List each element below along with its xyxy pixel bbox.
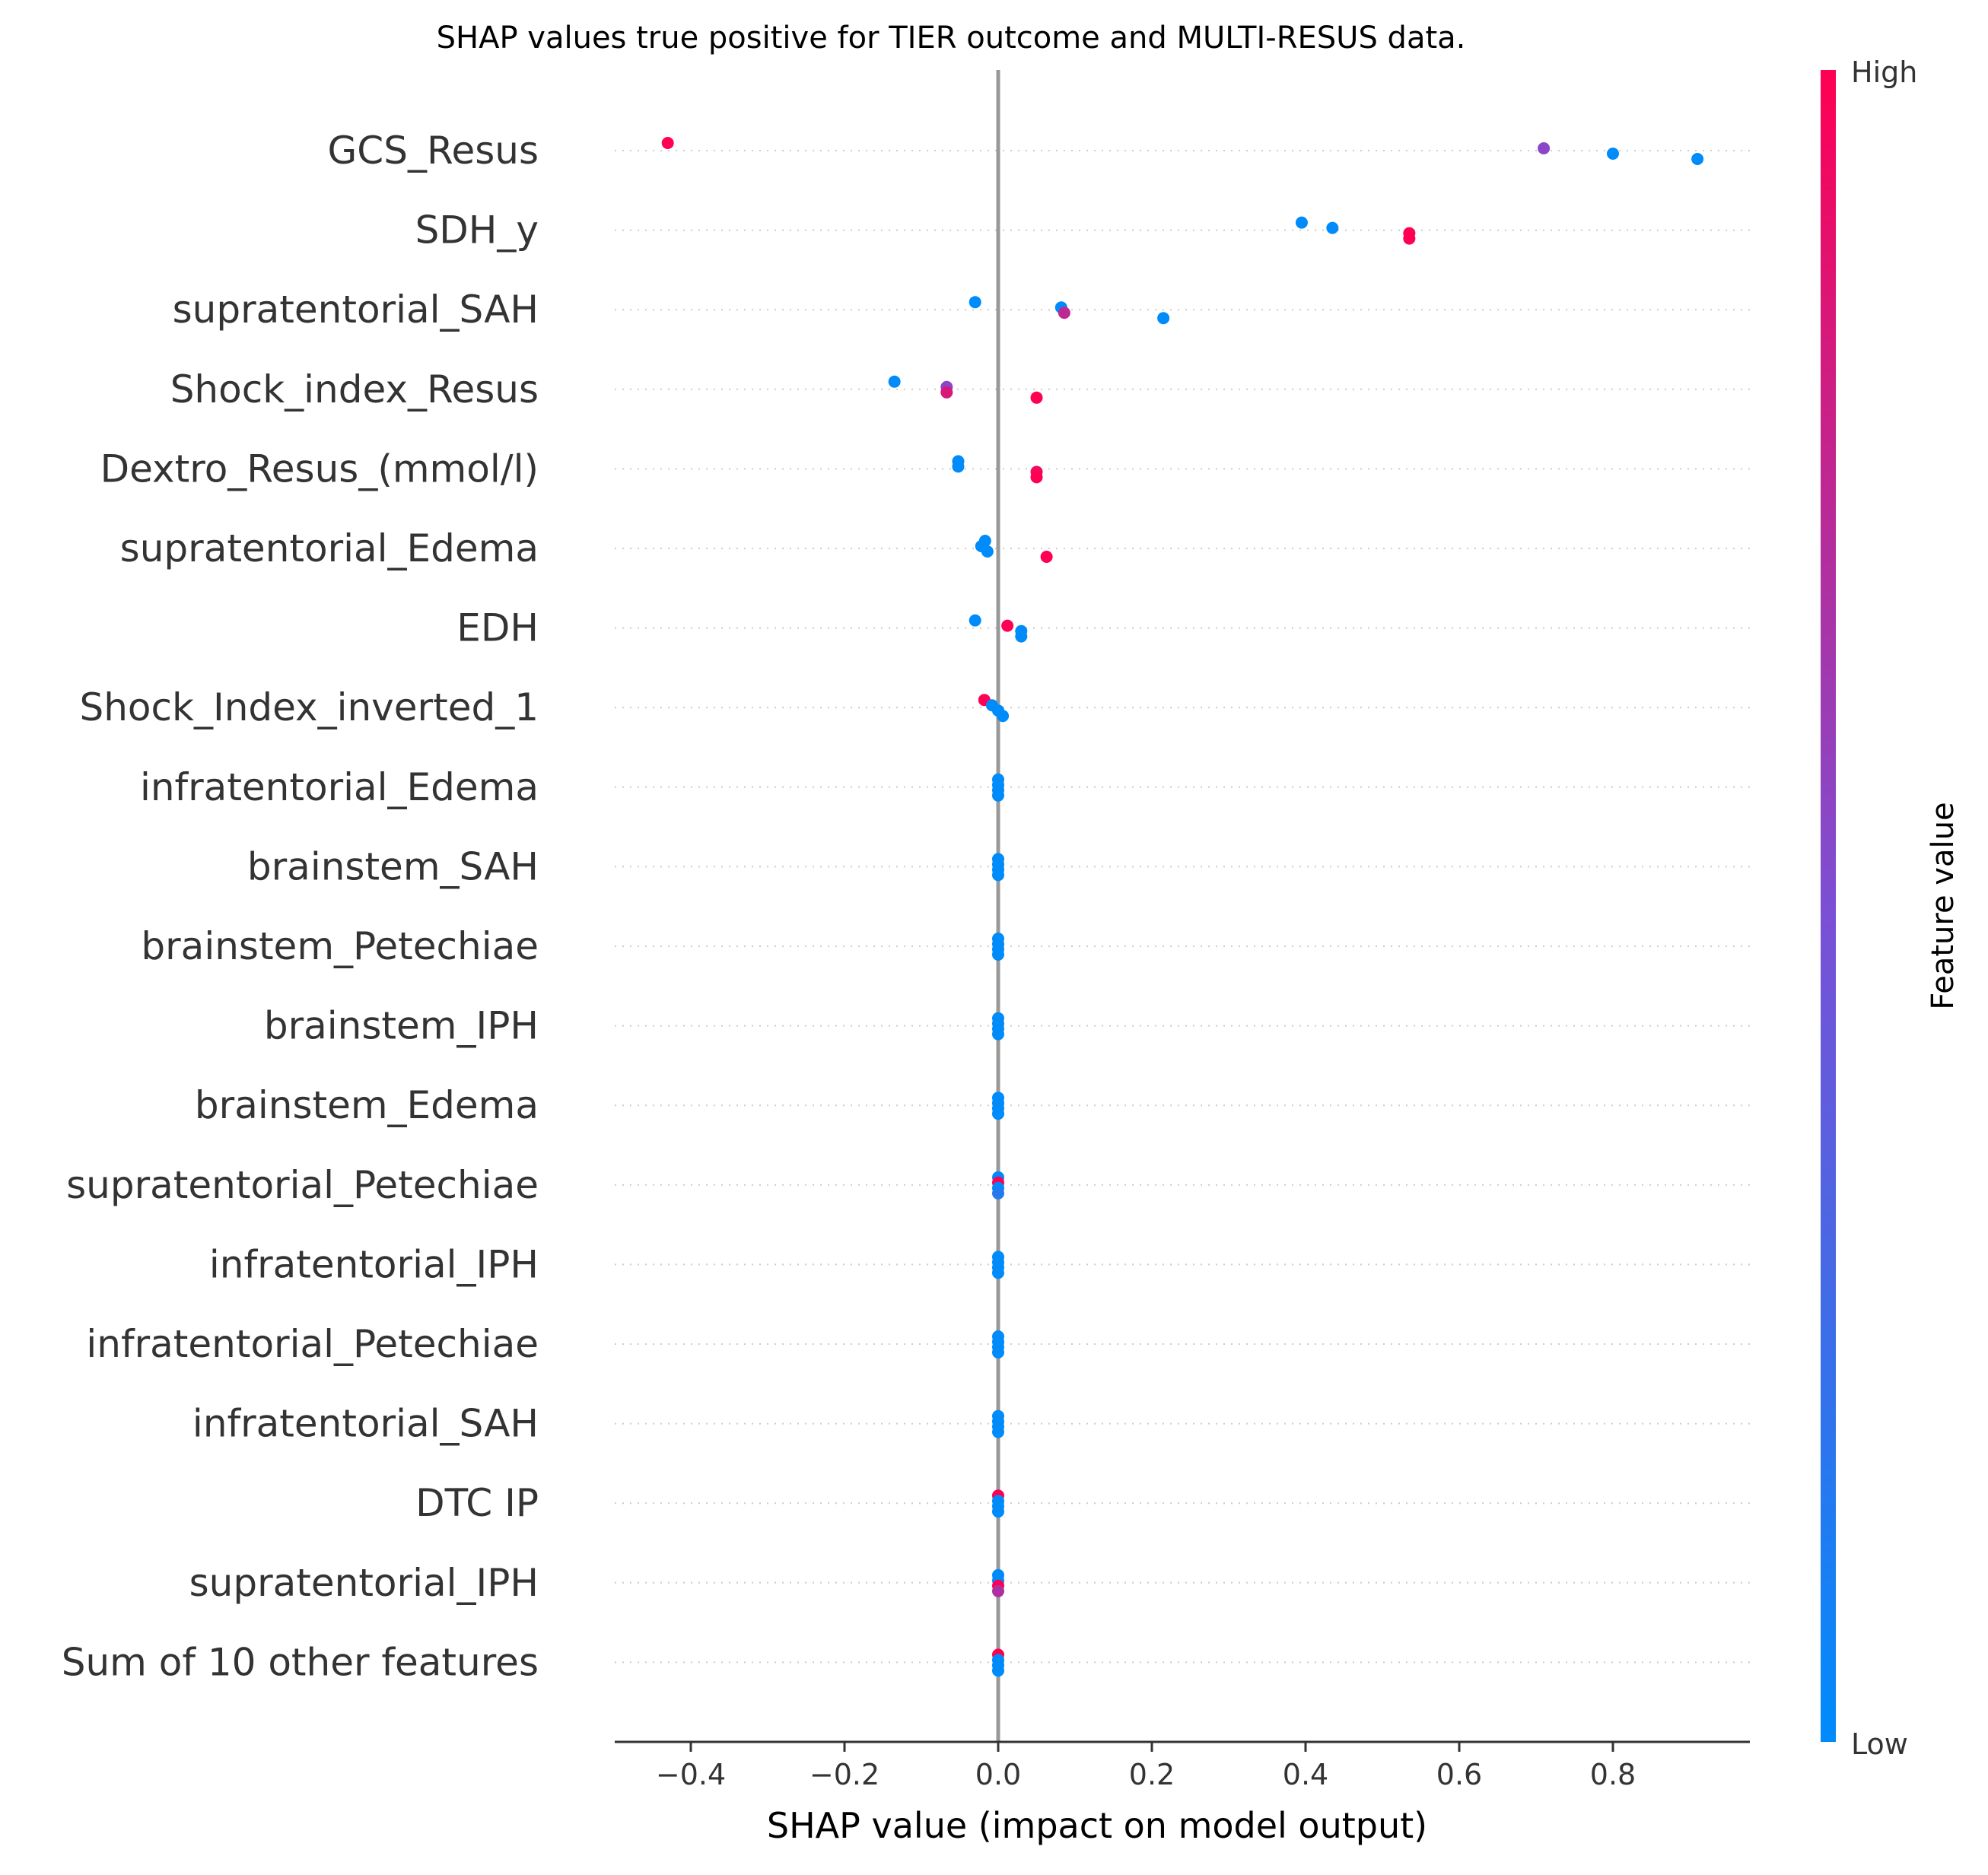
x-tick-label: 0.6 — [1436, 1758, 1482, 1791]
feature-label: supratentorial_IPH — [189, 1561, 539, 1605]
shap-point — [1403, 232, 1416, 245]
shap-point — [1040, 551, 1053, 563]
shap-point — [888, 375, 901, 388]
feature-label: supratentorial_Edema — [120, 526, 539, 570]
feature-label: Shock_Index_inverted_1 — [79, 685, 539, 729]
x-tick-label: 0.2 — [1129, 1758, 1175, 1791]
shap-point — [969, 296, 981, 309]
shap-point — [992, 1425, 1004, 1438]
x-tick-label: 0.8 — [1590, 1758, 1636, 1791]
feature-label: EDH — [456, 606, 539, 650]
colorbar-label: Feature value — [1926, 802, 1961, 1009]
shap-point — [1691, 153, 1704, 165]
shap-point — [1001, 619, 1014, 632]
feature-label: supratentorial_SAH — [173, 288, 539, 332]
feature-label: infratentorial_SAH — [192, 1402, 539, 1446]
feature-label: infratentorial_Edema — [140, 765, 539, 809]
feature-label: DTC IP — [415, 1481, 539, 1525]
x-tick-label: 0.0 — [975, 1758, 1021, 1791]
shap-point — [997, 710, 1010, 723]
x-tick-label: 0.4 — [1283, 1758, 1328, 1791]
shap-point — [1538, 142, 1551, 154]
feature-label: supratentorial_Petechiae — [66, 1163, 539, 1207]
shap-point — [1015, 630, 1028, 643]
shap-point — [992, 949, 1004, 961]
shap-point — [992, 789, 1004, 802]
shap-point — [992, 1664, 1004, 1677]
feature-label: brainstem_SAH — [247, 844, 539, 888]
feature-label: GCS_Resus — [328, 129, 539, 173]
feature-label: SDH_y — [415, 208, 539, 253]
shap-point — [940, 386, 953, 399]
feature-label: Sum of 10 other features — [62, 1640, 539, 1684]
shap-point — [1157, 312, 1170, 325]
colorbar-high-label: High — [1851, 56, 1917, 89]
shap-point — [1326, 221, 1339, 234]
shap-point — [992, 1108, 1004, 1120]
shap-point — [992, 1187, 1004, 1200]
shap-point — [992, 1266, 1004, 1279]
shap-point — [981, 545, 994, 558]
shap-point — [1607, 148, 1619, 160]
feature-label: brainstem_Petechiae — [141, 924, 539, 968]
x-tick-label: −0.2 — [810, 1758, 879, 1791]
x-tick-label: −0.4 — [656, 1758, 726, 1791]
shap-point — [992, 1584, 1004, 1597]
shap-point — [661, 137, 674, 149]
shap-points — [661, 137, 1704, 1677]
shap-point — [992, 1028, 1004, 1041]
feature-label: Shock_index_Resus — [170, 367, 539, 412]
shap-point — [1030, 391, 1043, 404]
shap-point — [952, 460, 965, 473]
x-axis-ticks: −0.4 −0.2 0.0 0.2 0.4 0.6 0.8 — [656, 1742, 1636, 1791]
shap-point — [969, 614, 981, 627]
feature-label: infratentorial_IPH — [209, 1242, 539, 1286]
chart-title: SHAP values true positive for TIER outco… — [437, 21, 1466, 56]
x-axis-label: SHAP value (impact on model output) — [767, 1805, 1427, 1846]
colorbar — [1821, 70, 1836, 1742]
feature-label: Dextro_Resus_(mmol/l) — [100, 447, 539, 491]
shap-point — [1030, 471, 1043, 484]
feature-label: brainstem_Edema — [195, 1083, 539, 1127]
colorbar-low-label: Low — [1851, 1727, 1908, 1761]
shap-point — [992, 1505, 1004, 1518]
row-grid-lines — [615, 150, 1750, 1664]
feature-label: brainstem_IPH — [264, 1004, 539, 1048]
shap-point — [1295, 216, 1308, 229]
shap-point — [992, 1346, 1004, 1359]
feature-labels: GCS_Resus SDH_y supratentorial_SAH Shock_in… — [62, 129, 539, 1684]
shap-point — [1058, 307, 1070, 319]
shap-point — [992, 869, 1004, 882]
feature-label: infratentorial_Petechiae — [86, 1322, 539, 1366]
